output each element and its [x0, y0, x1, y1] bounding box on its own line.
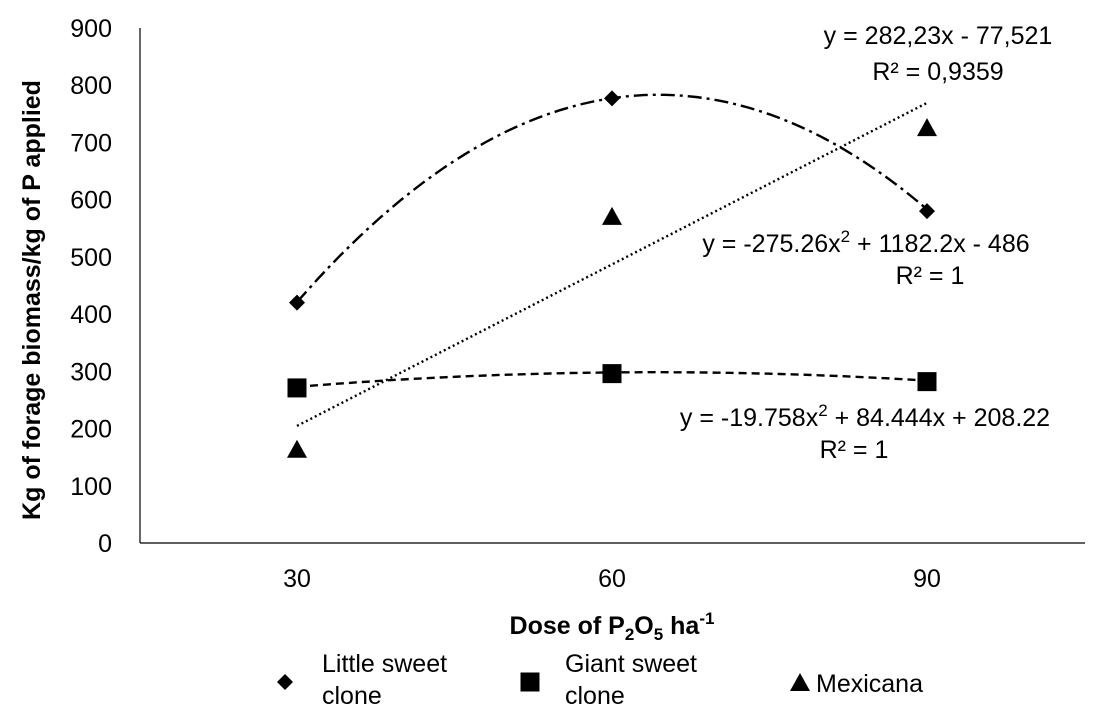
y-tick-label: 300	[70, 358, 112, 386]
data-point	[602, 364, 622, 384]
y-tick-label: 500	[70, 244, 112, 272]
trendline	[296, 93, 928, 303]
data-point	[919, 203, 935, 220]
data-point	[289, 294, 305, 311]
data-point	[602, 206, 622, 225]
trendline-r-squared: R² = 0,9359	[872, 58, 1003, 86]
y-tick-label: 600	[70, 187, 112, 215]
trendline-r-squared: R² = 1	[820, 436, 889, 464]
x-tick-label: 30	[283, 565, 311, 593]
trendline-r-squared: R² = 1	[896, 262, 965, 290]
legend-marker	[790, 673, 810, 691]
legend-label: Giant sweet clone	[565, 650, 697, 710]
data-point	[604, 90, 620, 107]
data-point	[287, 439, 307, 458]
legend-label: Little sweet clone	[322, 650, 447, 710]
y-axis-title: Kg of forage biomass/kg of P applied	[18, 80, 46, 520]
y-tick-label: 0	[98, 530, 112, 558]
y-tick-label: 700	[70, 129, 112, 157]
trendline-equation: y = -19.758x2 + 84.444x + 208.22	[680, 401, 1050, 432]
y-tick-label: 800	[70, 72, 112, 100]
axes: 0 100 200 300 400 500 600 700 800 900 30 60 90 Kg of …	[18, 15, 1085, 644]
y-tick-label: 400	[70, 301, 112, 329]
legend-marker	[520, 672, 540, 692]
data-point	[917, 372, 937, 392]
y-tick-label: 100	[70, 473, 112, 501]
data-point	[917, 118, 937, 137]
legend-marker	[277, 674, 293, 690]
x-tick-label: 90	[913, 565, 941, 593]
x-axis-title: Dose of P2O5 ha-1	[510, 609, 715, 644]
y-tick-label: 900	[70, 15, 112, 43]
data-point	[287, 378, 307, 398]
x-tick-label: 60	[598, 565, 626, 593]
plot-area	[287, 90, 937, 458]
legend: Little sweet clone Giant sweet clone Mexican…	[277, 650, 923, 710]
legend-label: Mexicana	[816, 670, 923, 698]
y-tick-label: 200	[70, 416, 112, 444]
labels: y = -275.26x2 + 1182.2x - 486 R² = 1 y = -…	[680, 22, 1052, 464]
trendline-equation: y = 282,23x - 77,521	[824, 22, 1053, 50]
trendline-equation: y = -275.26x2 + 1182.2x - 486	[702, 227, 1029, 258]
